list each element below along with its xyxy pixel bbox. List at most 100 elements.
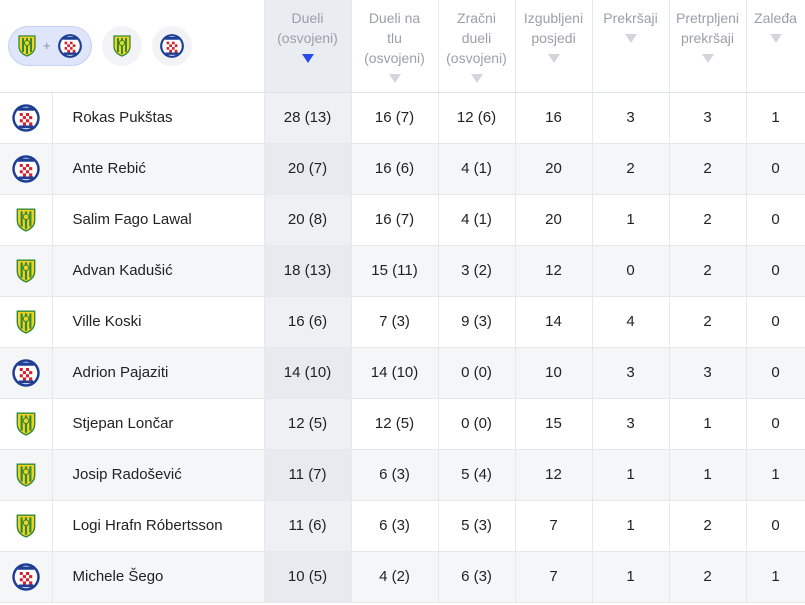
column-label: Zračni dueli (osvojeni) [446, 10, 507, 66]
stat-duels: 20 (7) [264, 143, 352, 195]
stat-fouled: 2 [669, 143, 747, 195]
istra-badge-icon [15, 259, 37, 283]
column-header-duels[interactable]: Dueli (osvojeni) [264, 0, 352, 93]
table-row[interactable]: Rokas Pukštas 28 (13) 16 (7) 12 (6) 16 3 3 1 [0, 92, 805, 144]
column-label: Dueli na tlu (osvojeni) [364, 10, 425, 66]
stat-ground: 16 (6) [351, 143, 439, 195]
team-badge-cell [0, 92, 53, 144]
column-header-offsides[interactable]: Zaleđa [746, 0, 805, 93]
stat-fouls: 1 [592, 551, 670, 603]
table-row[interactable]: Josip Radošević 11 (7) 6 (3) 5 (4) 12 1 1 1 [0, 449, 805, 501]
player-name[interactable]: Josip Radošević [52, 449, 265, 501]
table-row[interactable]: Ville Koski 16 (6) 7 (3) 9 (3) 14 4 2 0 [0, 296, 805, 348]
stat-lost: 7 [515, 551, 593, 603]
stat-fouls: 3 [592, 347, 670, 399]
stat-fouls: 2 [592, 143, 670, 195]
sort-arrow-icon [388, 74, 401, 83]
stat-duels: 12 (5) [264, 398, 352, 450]
stat-duels: 28 (13) [264, 92, 352, 144]
stat-duels: 11 (6) [264, 500, 352, 552]
stat-fouls: 0 [592, 245, 670, 297]
stat-lost: 20 [515, 143, 593, 195]
stat-fouls: 3 [592, 92, 670, 144]
player-name[interactable]: Michele Šego [52, 551, 265, 603]
team-badge-cell [0, 500, 53, 552]
hajduk-badge-icon [11, 358, 41, 387]
istra-badge-icon [15, 310, 37, 334]
stat-aerial: 5 (4) [438, 449, 516, 501]
column-header-aerial[interactable]: Zračni dueli (osvojeni) [438, 0, 516, 93]
player-name[interactable]: Adrion Pajaziti [52, 347, 265, 399]
stat-fouled: 2 [669, 296, 747, 348]
stat-offsides: 0 [746, 500, 805, 552]
filter-team-istra-button[interactable] [101, 25, 142, 66]
stat-lost: 20 [515, 194, 593, 246]
table-row[interactable]: Michele Šego 10 (5) 4 (2) 6 (3) 7 1 2 1 [0, 551, 805, 603]
stat-ground: 4 (2) [351, 551, 439, 603]
stat-aerial: 6 (3) [438, 551, 516, 603]
player-name[interactable]: Salim Fago Lawal [52, 194, 265, 246]
filter-both-teams-button[interactable]: + [8, 25, 92, 66]
column-label: Dueli (osvojeni) [277, 10, 338, 46]
stat-aerial: 0 (0) [438, 398, 516, 450]
sort-arrow-icon [301, 54, 314, 63]
table-row[interactable]: Ante Rebić 20 (7) 16 (6) 4 (1) 20 2 2 0 [0, 143, 805, 195]
istra-badge-icon [15, 463, 37, 487]
team-badge-cell [0, 245, 53, 297]
table-row[interactable]: Logi Hrafn Róbertsson 11 (6) 6 (3) 5 (3) 7 1 2… [0, 500, 805, 552]
stat-aerial: 4 (1) [438, 194, 516, 246]
stat-fouls: 3 [592, 398, 670, 450]
stat-ground: 7 (3) [351, 296, 439, 348]
stat-fouled: 2 [669, 194, 747, 246]
column-header-fouls[interactable]: Prekršaji [592, 0, 670, 93]
column-label: Izgubljeni posjedi [523, 10, 584, 46]
column-header-lost[interactable]: Izgubljeni posjedi [515, 0, 593, 93]
stat-ground: 14 (10) [351, 347, 439, 399]
stat-fouled: 2 [669, 245, 747, 297]
stat-fouled: 1 [669, 449, 747, 501]
stat-duels: 16 (6) [264, 296, 352, 348]
stat-lost: 12 [515, 245, 593, 297]
team-badge-cell [0, 347, 53, 399]
stat-offsides: 1 [746, 92, 805, 144]
stat-duels: 10 (5) [264, 551, 352, 603]
player-name[interactable]: Ville Koski [52, 296, 265, 348]
stat-duels: 20 (8) [264, 194, 352, 246]
player-name[interactable]: Stjepan Lončar [52, 398, 265, 450]
stat-fouls: 1 [592, 194, 670, 246]
player-name[interactable]: Ante Rebić [52, 143, 265, 195]
stat-aerial: 12 (6) [438, 92, 516, 144]
istra-badge-icon [15, 208, 37, 232]
hajduk-badge-icon [11, 103, 41, 132]
hajduk-badge-icon [11, 154, 41, 183]
stat-lost: 10 [515, 347, 593, 399]
stat-fouled: 2 [669, 551, 747, 603]
stat-duels: 11 (7) [264, 449, 352, 501]
table-row[interactable]: Advan Kadušić 18 (13) 15 (11) 3 (2) 12 0 2 0 [0, 245, 805, 297]
sort-arrow-icon [769, 34, 782, 43]
player-name[interactable]: Advan Kadušić [52, 245, 265, 297]
stat-fouls: 1 [592, 500, 670, 552]
filter-team-hajduk-button[interactable] [151, 25, 192, 66]
team-badge-cell [0, 194, 53, 246]
column-label: Pretrpljeni prekršaji [675, 10, 740, 46]
stat-ground: 12 (5) [351, 398, 439, 450]
team-badge-cell [0, 551, 53, 603]
column-header-ground[interactable]: Dueli na tlu (osvojeni) [351, 0, 439, 93]
column-header-fouled[interactable]: Pretrpljeni prekršaji [669, 0, 747, 93]
table-row[interactable]: Adrion Pajaziti 14 (10) 14 (10) 0 (0) 10 3 3 0 [0, 347, 805, 399]
sort-arrow-icon [624, 34, 637, 43]
team-badge-cell [0, 143, 53, 195]
stat-aerial: 9 (3) [438, 296, 516, 348]
stat-offsides: 0 [746, 398, 805, 450]
stat-fouls: 1 [592, 449, 670, 501]
table-row[interactable]: Stjepan Lončar 12 (5) 12 (5) 0 (0) 15 3 1 0 [0, 398, 805, 450]
stat-ground: 6 (3) [351, 449, 439, 501]
stat-offsides: 0 [746, 194, 805, 246]
stat-aerial: 0 (0) [438, 347, 516, 399]
istra-badge-icon [15, 412, 37, 436]
table-row[interactable]: Salim Fago Lawal 20 (8) 16 (7) 4 (1) 20 1 2 0 [0, 194, 805, 246]
stat-offsides: 0 [746, 143, 805, 195]
player-name[interactable]: Rokas Pukštas [52, 92, 265, 144]
player-name[interactable]: Logi Hrafn Róbertsson [52, 500, 265, 552]
